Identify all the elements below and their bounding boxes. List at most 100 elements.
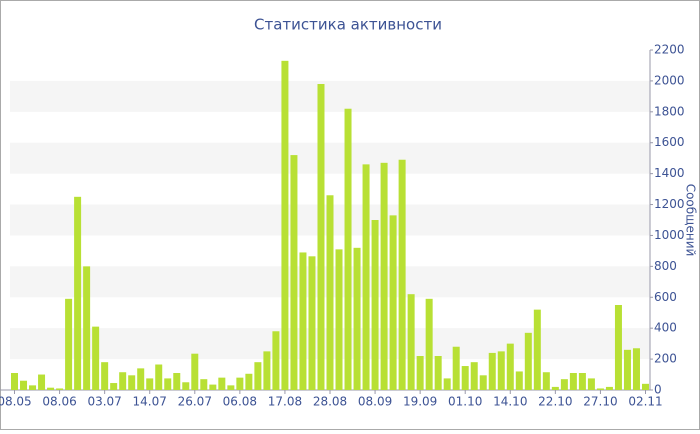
bar [578,373,586,390]
bar [587,378,595,390]
y-tick-label: 0 [654,383,662,397]
x-tick-label: 14.10 [493,395,527,409]
bar [515,371,523,390]
bar [218,377,226,390]
bar [614,305,622,390]
bar [146,378,154,390]
y-tick-label: 2200 [654,43,685,57]
bar [83,266,91,390]
bar [47,387,55,390]
y-tick-label: 1400 [654,166,685,180]
bar [605,386,613,390]
bar [470,362,478,390]
bar [317,84,325,390]
y-axis-label: Сообщений [684,184,698,257]
x-tick-label: 02.11 [628,395,662,409]
y-tick-label: 1800 [654,104,685,118]
bar [227,385,235,390]
x-tick-label: 28.08 [313,395,347,409]
bar [479,375,487,390]
chart-title: Статистика активности [254,16,442,34]
bar [461,366,469,390]
bar [623,349,631,390]
y-tick-label: 1000 [654,228,685,242]
bar [371,220,379,390]
bar [164,378,172,390]
bar [641,383,649,390]
bar [110,383,118,390]
bar [452,346,460,390]
bar [425,298,433,390]
x-tick-label: 08.06 [42,395,76,409]
bar [326,195,334,390]
bar [254,362,262,390]
bar [92,326,100,390]
bar [443,378,451,390]
bar [56,388,64,390]
x-tick-label: 14.07 [133,395,167,409]
bar [344,108,352,391]
x-tick-label: 22.10 [538,395,572,409]
y-tick-label: 200 [654,352,677,366]
bar [398,159,406,390]
x-tick-label: 08.05 [0,395,32,409]
grid-band [10,80,650,112]
x-tick-label: 26.07 [178,395,212,409]
bar [308,256,316,390]
bar [74,196,82,390]
bar [533,309,541,390]
bar [191,353,199,390]
y-tick-label: 1200 [654,197,685,211]
bar [497,351,505,390]
bar [542,372,550,390]
y-tick-label: 1600 [654,135,685,149]
bar [488,352,496,390]
bar [632,348,640,390]
bar [245,373,253,390]
bar [299,252,307,390]
bar [416,356,424,390]
bar [101,362,109,390]
bar [20,380,28,390]
y-tick-label: 2000 [654,73,685,87]
x-tick-label: 03.07 [87,395,121,409]
y-tick-label: 800 [654,259,677,273]
x-tick-label: 19.09 [403,395,437,409]
y-tick-label: 400 [654,321,677,335]
bar [119,372,127,390]
bar [38,374,46,390]
bar [29,385,37,390]
bar [434,356,442,390]
bar [290,155,298,390]
bar [182,382,190,390]
bar [335,249,343,390]
bar [128,375,136,390]
bar [524,332,532,390]
bar [281,60,289,391]
bar [551,386,559,390]
bar [272,331,280,390]
y-tick-label: 600 [654,290,677,304]
bar [11,373,19,390]
bar [596,388,604,390]
x-tick-label: 01.10 [448,395,482,409]
x-tick-label: 08.09 [358,395,392,409]
grid-band [10,142,650,174]
bar [362,164,370,390]
bar [263,351,271,390]
bar [173,373,181,390]
bar [560,379,568,390]
bar [209,384,217,390]
x-tick-label: 17.08 [268,395,302,409]
bar [200,379,208,390]
bar [506,343,514,390]
bar [353,247,361,390]
bar [155,364,163,390]
x-tick-label: 06.08 [223,395,257,409]
bar [389,215,397,390]
bar [65,298,73,390]
plot-background [10,80,650,360]
bar [569,373,577,390]
bar [236,377,244,390]
